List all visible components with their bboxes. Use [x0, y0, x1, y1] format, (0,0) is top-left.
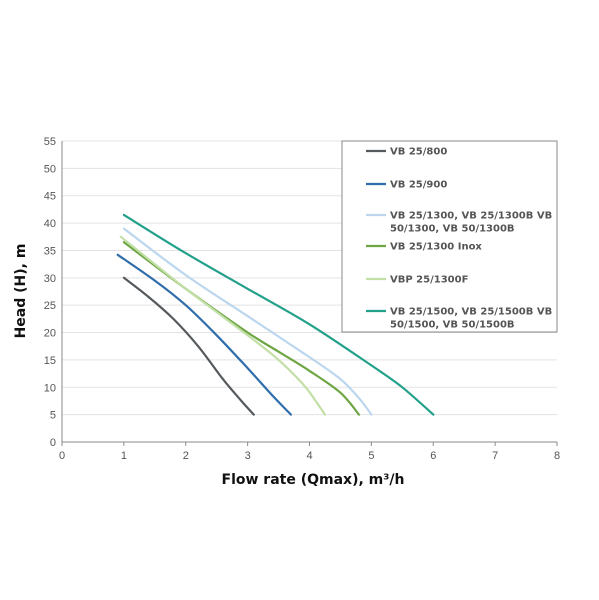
legend-label: VB 25/900	[390, 180, 447, 191]
y-tick-label: 15	[44, 355, 56, 367]
y-tick-label: 10	[44, 382, 56, 394]
y-tick-label: 55	[44, 136, 56, 148]
series-line-3	[122, 227, 373, 416]
x-tick-label: 2	[183, 450, 189, 462]
legend-label: VB 25/1500, VB 25/1500B VB	[390, 307, 552, 318]
x-tick-label: 3	[245, 450, 251, 462]
x-axis-title: Flow rate (Qmax), m³/h	[222, 472, 405, 488]
legend: VB 25/800 VB 25/900 VB 25/1300, VB 25/1300…	[341, 140, 558, 333]
x-tick-label: 8	[554, 450, 560, 462]
x-tick-label: 5	[368, 450, 374, 462]
legend-label: VB 25/1300 Inox	[390, 242, 482, 253]
x-tick-label: 0	[59, 450, 65, 462]
y-tick-label: 30	[44, 273, 56, 285]
y-tick-label: 5	[50, 410, 56, 422]
series-lines	[116, 213, 435, 416]
legend-label: 50/1500, VB 50/1500B	[390, 320, 515, 331]
y-tick-label: 25	[44, 300, 56, 312]
x-tick-label: 1	[121, 450, 127, 462]
y-tick-label: 40	[44, 218, 56, 230]
y-tick-label: 35	[44, 245, 56, 257]
y-axis-title: Head (H), m	[13, 244, 29, 339]
x-tick-label: 6	[430, 450, 436, 462]
y-tick-label: 50	[44, 163, 56, 175]
y-tick-label: 0	[50, 437, 56, 449]
x-tick-label: 4	[306, 450, 312, 462]
legend-label: 50/1300, VB 50/1300B	[390, 224, 515, 235]
series-line-1	[122, 276, 255, 416]
series-line-6	[122, 213, 435, 416]
y-tick-label: 45	[44, 191, 56, 203]
y-tick-label: 20	[44, 328, 56, 340]
legend-label: VB 25/800	[390, 147, 447, 158]
series-line-2	[116, 253, 292, 416]
x-tick-label: 7	[492, 450, 498, 462]
legend-label: VB 25/1300, VB 25/1300B VB	[390, 211, 552, 222]
series-line-5	[119, 235, 327, 416]
legend-label: VBP 25/1300F	[390, 275, 468, 286]
legend-box	[341, 140, 558, 333]
